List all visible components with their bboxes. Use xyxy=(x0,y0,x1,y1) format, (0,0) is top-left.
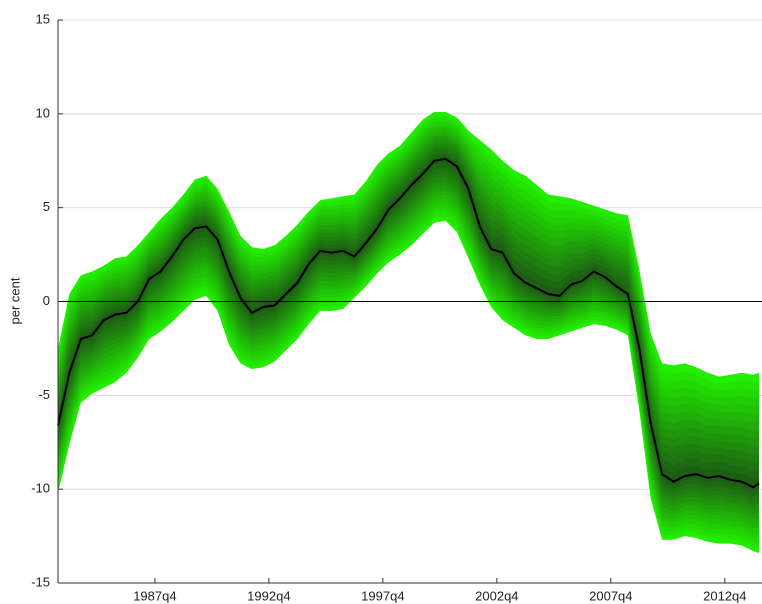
y-tick-label: 5 xyxy=(43,199,50,214)
fan-band xyxy=(58,152,759,497)
y-tick-label: 15 xyxy=(36,11,50,26)
y-tick-label: -5 xyxy=(38,387,50,402)
fan-band xyxy=(58,125,759,534)
x-tick-label: 2007q4 xyxy=(589,588,632,603)
x-tick-label: 1997q4 xyxy=(361,588,404,603)
x-tick-label: 2002q4 xyxy=(475,588,518,603)
y-axis-label: per cent xyxy=(7,277,22,324)
x-tick-label: 1992q4 xyxy=(247,588,290,603)
x-tick-label: 2012q4 xyxy=(703,588,746,603)
y-tick-label: -15 xyxy=(31,574,50,589)
y-tick-label: 0 xyxy=(43,293,50,308)
y-tick-label: -10 xyxy=(31,481,50,496)
median-line xyxy=(57,157,760,489)
x-tick-label: 1987q4 xyxy=(133,588,176,603)
y-tick-label: 10 xyxy=(36,105,50,120)
